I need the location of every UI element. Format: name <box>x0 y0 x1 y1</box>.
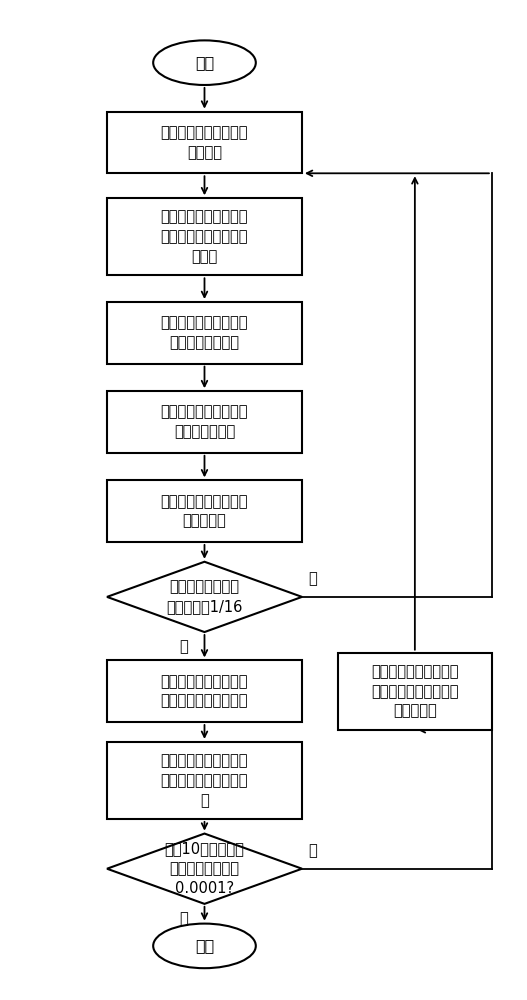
Polygon shape <box>107 562 302 632</box>
Bar <box>107 480 302 542</box>
Text: 否: 否 <box>308 572 317 587</box>
Bar <box>107 391 302 453</box>
Ellipse shape <box>153 40 256 85</box>
Text: 现有网格个数少于
原始个数的1/16: 现有网格个数少于 原始个数的1/16 <box>167 579 242 614</box>
Text: 从数据集中随机选取三
维牙齿模型数据，进行
下一次训练: 从数据集中随机选取三 维牙齿模型数据，进行 下一次训练 <box>371 664 458 719</box>
Bar <box>107 742 302 819</box>
Text: 网格空间信息提取和归
一化处理: 网格空间信息提取和归 一化处理 <box>161 125 248 160</box>
Text: 基于注意力机制进行局
部特征聚合: 基于注意力机制进行局 部特征聚合 <box>161 494 248 529</box>
Text: 利用多层感知器学习局
部网格权重分配: 利用多层感知器学习局 部网格权重分配 <box>161 405 248 439</box>
Ellipse shape <box>153 924 256 968</box>
Text: 对现有网格进行多次上
采样以恢复到原始个数: 对现有网格进行多次上 采样以恢复到原始个数 <box>161 674 248 709</box>
Bar <box>107 112 302 173</box>
Text: 是: 是 <box>180 639 188 654</box>
Text: 对三维牙齿模型中网格
数据进行下采样局部区
域构建: 对三维牙齿模型中网格 数据进行下采样局部区 域构建 <box>161 209 248 264</box>
Polygon shape <box>107 834 302 904</box>
Text: 否: 否 <box>308 843 317 858</box>
Text: 开始: 开始 <box>195 55 214 70</box>
Bar <box>338 653 492 730</box>
Text: 连续10轮训练，损
失函数值变化小于
0.0001?: 连续10轮训练，损 失函数值变化小于 0.0001? <box>164 841 245 896</box>
Bar <box>107 198 302 275</box>
Text: 结束: 结束 <box>195 938 214 953</box>
Bar <box>107 302 302 364</box>
Bar <box>107 660 302 722</box>
Text: 利用多层感知器进行分
割预测并计算损失函数
值: 利用多层感知器进行分 割预测并计算损失函数 值 <box>161 753 248 808</box>
Text: 对每个局部区域内网格
进行空间信息增强: 对每个局部区域内网格 进行空间信息增强 <box>161 315 248 350</box>
Text: 是: 是 <box>180 911 188 926</box>
